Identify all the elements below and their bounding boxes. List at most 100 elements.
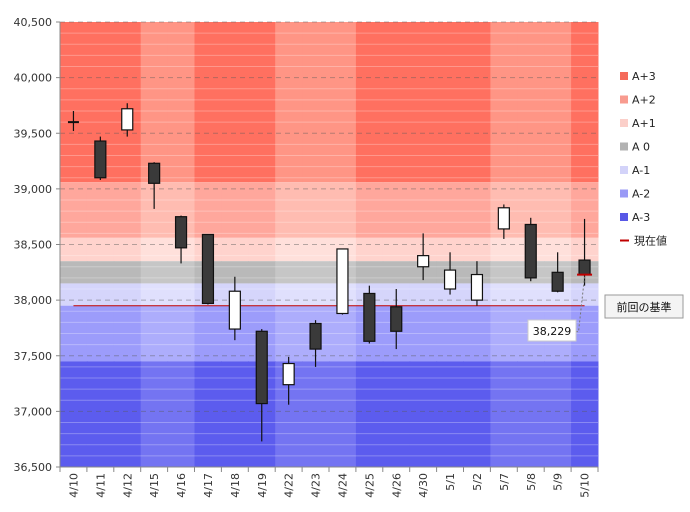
candle-body-13 [417, 255, 430, 268]
band-A-1-col-3 [140, 283, 169, 306]
candle-body-18 [551, 271, 564, 292]
y-tick-label: 36,500 [14, 461, 53, 474]
band-A-1-col-19 [571, 283, 599, 306]
reference-label-box [604, 294, 684, 319]
band-A-2-col-2 [113, 305, 142, 362]
legend-swatch [620, 95, 628, 104]
band-A-2-col-15 [463, 305, 491, 362]
band-Ap1-col-1 [86, 237, 115, 262]
legend-label: A-3 [632, 211, 650, 224]
band-Ap1-col-7 [248, 237, 276, 262]
x-tick-label: 4/10 [67, 473, 80, 498]
candle-body-3 [148, 162, 161, 184]
band-A-2-col-0 [60, 305, 88, 362]
x-tick-label: 5/7 [498, 473, 511, 491]
x-tick-label: 5/10 [579, 473, 592, 498]
band-A-3-col-5 [194, 361, 222, 467]
x-tick-label: 4/23 [310, 473, 323, 498]
band-A-3-col-14 [436, 361, 464, 467]
band-A-2-col-4 [167, 305, 195, 362]
legend-swatch [620, 142, 628, 151]
legend-swatch [620, 72, 628, 80]
band-Ap2-col-8 [275, 182, 303, 238]
band-Ap1-col-15 [463, 237, 491, 262]
y-tick-label: 38,500 [14, 239, 53, 252]
candle-body-19 [578, 259, 591, 276]
legend-label: A+3 [632, 70, 656, 83]
band-Ap1-col-18 [544, 237, 572, 262]
band-A0-col-0 [60, 261, 88, 284]
band-A-3-col-9 [302, 361, 330, 467]
band-A-1-col-8 [275, 283, 303, 306]
band-Ap2-col-14 [436, 182, 464, 238]
candle-body-11 [363, 292, 376, 342]
x-tick-label: 4/17 [202, 473, 215, 498]
legend-label: 現在値 [634, 235, 667, 248]
band-A-2-col-10 [329, 305, 357, 362]
y-tick-label: 40,000 [14, 72, 53, 85]
candle-body-15 [470, 273, 484, 301]
band-A-2-col-5 [194, 305, 222, 362]
annotations: 38,229 前回の基準 [527, 276, 684, 342]
x-tick-label: 4/30 [417, 473, 430, 498]
legend-swatch [620, 189, 628, 198]
candle-body-8 [282, 362, 295, 386]
band-Ap1-col-0 [60, 237, 88, 262]
band-Ap3-col-9 [302, 22, 330, 183]
candle-body-16 [497, 207, 510, 230]
legend-label: A+2 [632, 94, 656, 107]
y-tick-label: 39,000 [14, 183, 53, 196]
band-A-1-col-7 [248, 283, 276, 306]
band-A0-col-2 [113, 261, 142, 284]
band-A-2-col-1 [86, 305, 115, 362]
candle-body-4 [174, 216, 188, 249]
band-A-3-col-17 [517, 361, 545, 467]
band-Ap1-col-2 [113, 237, 142, 262]
legend-label: A-2 [632, 188, 650, 201]
band-A-3-col-12 [382, 361, 411, 467]
band-A-1-col-0 [60, 283, 88, 306]
band-A-3-col-11 [355, 361, 384, 467]
band-A-1-col-4 [167, 283, 195, 306]
candles [67, 103, 593, 442]
band-Ap1-col-14 [436, 237, 464, 262]
x-tick-label: 4/18 [229, 473, 242, 498]
band-A-1-col-9 [302, 283, 330, 306]
band-A0-col-1 [86, 261, 115, 284]
band-A0-col-8 [275, 261, 303, 284]
legend-swatch [620, 119, 628, 127]
band-Ap3-col-13 [409, 22, 438, 183]
reference-label: 前回の基準 [617, 300, 672, 314]
band-Ap2-col-12 [382, 182, 411, 238]
y-tick-label: 38,000 [14, 294, 53, 307]
band-Ap2-col-6 [221, 182, 249, 238]
band-Ap3-col-11 [355, 22, 384, 183]
x-tick-label: 5/1 [444, 473, 457, 491]
band-Ap3-col-15 [463, 22, 491, 183]
band-A0-col-3 [140, 261, 169, 284]
x-tick-label: 4/22 [283, 473, 296, 498]
band-A0-col-6 [221, 261, 249, 284]
current-value-box [527, 319, 577, 342]
band-Ap3-col-19 [571, 22, 599, 183]
band-Ap2-col-5 [194, 182, 222, 238]
band-A-3-col-4 [167, 361, 195, 467]
x-tick-label: 4/16 [175, 473, 188, 498]
band-A-3-col-6 [221, 361, 249, 467]
candle-body-7 [255, 330, 268, 405]
band-A-1-col-13 [409, 283, 438, 306]
x-tick-label: 5/8 [525, 473, 538, 491]
legend-label: A 0 [632, 141, 650, 154]
band-A-3-col-0 [60, 361, 88, 467]
band-Ap2-col-13 [409, 182, 438, 238]
band-A-2-col-8 [275, 305, 303, 362]
candle-body-12 [390, 306, 403, 332]
band-Ap3-col-14 [436, 22, 464, 183]
band-Ap3-col-17 [517, 22, 545, 183]
y-axis: 36,500 37,000 37,500 38,000 38,500 39,000 39,5… [14, 16, 61, 474]
band-Ap3-col-0 [60, 22, 88, 183]
band-Ap3-col-3 [140, 22, 169, 183]
band-A-3-col-19 [571, 361, 599, 467]
x-tick-label: 4/19 [256, 473, 269, 498]
